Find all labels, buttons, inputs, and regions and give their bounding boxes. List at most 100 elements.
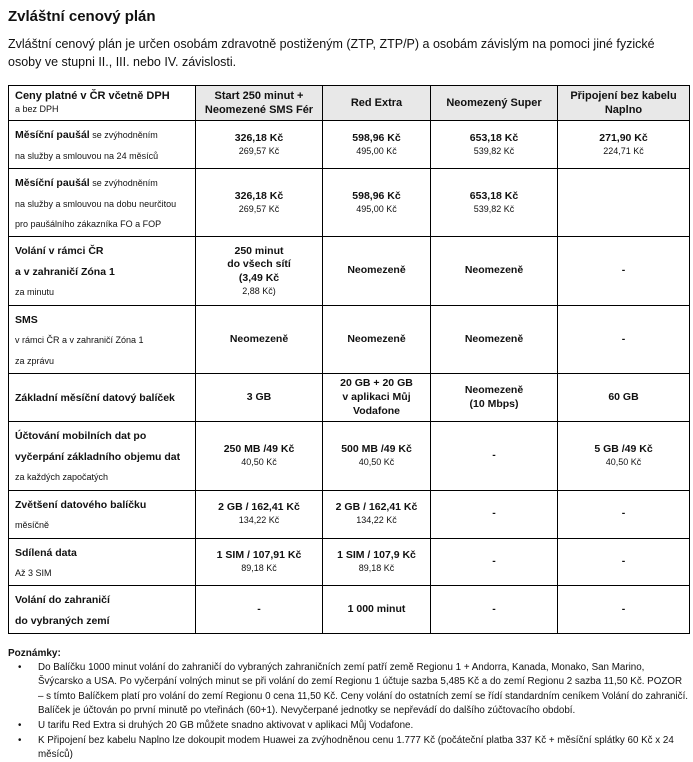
cell-line: - xyxy=(492,555,496,568)
cell-line: 1 000 minut xyxy=(347,603,406,616)
cell-line: 224,71 Kč xyxy=(603,145,644,156)
row-value-cell: Neomezeně xyxy=(322,236,431,306)
corner-header-subtitle: a bez DPH xyxy=(15,103,59,114)
cell-line: 653,18 Kč xyxy=(469,131,519,144)
table-row: Základní měsíční datový balíček 3 GB 20 GB… xyxy=(8,373,690,423)
cell-line: 5 GB /49 Kč xyxy=(594,443,653,456)
table-row: Měsíční paušál se zvýhodněním na služby a… xyxy=(8,120,690,170)
cell-line: 2,88 Kč) xyxy=(242,285,276,296)
row-value-cell: 20 GB + 20 GB v aplikaci Můj Vodafone xyxy=(322,373,431,423)
row-label-line: v rámci ČR a v zahraničí Zóna 1 xyxy=(15,335,144,346)
row-value-cell: - xyxy=(557,585,690,635)
cell-line: 3 GB xyxy=(246,390,272,403)
cell-line: - xyxy=(621,332,626,345)
plan-table-body: Měsíční paušál se zvýhodněním na služby a… xyxy=(8,120,690,635)
cell-line: Neomezeně xyxy=(464,264,524,277)
row-value-cell: 598,96 Kč 495,00 Kč xyxy=(322,120,431,170)
row-value-cell: 2 GB / 162,41 Kč 134,22 Kč xyxy=(322,489,431,539)
row-label: Účtování mobilních dat po vyčerpání zákla… xyxy=(8,421,196,491)
row-label-line: vyčerpání základního objemu dat xyxy=(15,450,181,463)
row-value-cell: 250 MB /49 Kč 40,50 Kč xyxy=(195,421,323,491)
row-value-cell: 326,18 Kč 269,57 Kč xyxy=(195,120,323,170)
cell-line: 271,90 Kč xyxy=(599,131,648,144)
table-row: Účtování mobilních dat po vyčerpání zákla… xyxy=(8,421,690,491)
row-value-cell: 500 MB /49 Kč 40,50 Kč xyxy=(322,421,431,491)
row-label-line: Základní měsíční datový balíček xyxy=(15,392,175,405)
row-label-line: za minutu xyxy=(15,287,55,298)
cell-line: 60 GB xyxy=(608,390,639,403)
row-label: Měsíční paušál se zvýhodněním na služby a… xyxy=(8,120,196,170)
cell-line: - xyxy=(492,449,496,462)
row-value-cell: 653,18 Kč 539,82 Kč xyxy=(430,120,558,170)
cell-line: 134,22 Kč xyxy=(238,515,280,526)
cell-line: 539,82 Kč xyxy=(473,203,515,214)
row-label: Sdílená data Až 3 SIM xyxy=(8,537,196,587)
cell-line: 539,82 Kč xyxy=(473,145,515,156)
row-label-line: Sdílená data xyxy=(15,546,77,559)
row-value-cell: 60 GB xyxy=(557,373,690,423)
row-value-cell: 598,96 Kč 495,00 Kč xyxy=(322,168,431,238)
cell-line: - xyxy=(621,264,626,277)
notes-list: Do Balíčku 1000 minut volání do zahranič… xyxy=(8,661,689,762)
cell-line: 653,18 Kč xyxy=(469,190,519,203)
note-item: U tarifu Red Extra si druhých 20 GB může… xyxy=(8,719,689,733)
cell-line: 1 SIM / 107,9 Kč xyxy=(337,549,416,562)
row-label-line: Až 3 SIM xyxy=(15,567,52,578)
row-value-cell: Neomezeně xyxy=(195,304,323,375)
row-label: Zvětšení datového balíčku měsíčně xyxy=(8,489,196,539)
cell-line: 1 SIM / 107,91 Kč xyxy=(216,549,302,562)
row-label: SMS v rámci ČR a v zahraničí Zóna 1 za zpr… xyxy=(8,304,196,375)
notes-section: Poznámky: Do Balíčku 1000 minut volání d… xyxy=(8,648,689,762)
cell-line: 20 GB + 20 GB xyxy=(340,377,413,390)
notes-heading: Poznámky: xyxy=(8,648,61,660)
cell-line: 89,18 Kč xyxy=(358,562,395,573)
cell-line: 40,50 Kč xyxy=(241,456,277,467)
cell-line: 40,50 Kč xyxy=(358,456,395,467)
row-value-cell: 2 GB / 162,41 Kč 134,22 Kč xyxy=(195,489,323,539)
cell-line: (3,49 Kč xyxy=(238,272,280,285)
row-label-line: Měsíční paušál se zvýhodněním xyxy=(15,129,158,142)
cell-line: - xyxy=(621,603,626,616)
row-value-cell: 250 minut do všech sítí (3,49 Kč 2,88 Kč) xyxy=(195,236,323,306)
row-value-cell: Neomezeně xyxy=(430,236,558,306)
plan-header-start-250: Start 250 minut + Neomezené SMS Fér xyxy=(195,84,323,122)
cell-line: 40,50 Kč xyxy=(605,456,642,467)
cell-line: 326,18 Kč xyxy=(234,190,284,203)
header-row: Ceny platné v ČR včetně DPH a bez DPH St… xyxy=(8,84,690,122)
cell-line: Neomezeně xyxy=(464,332,524,345)
cell-line: 598,96 Kč xyxy=(352,190,401,203)
row-label: Volání do zahraničí do vybraných zemí xyxy=(8,585,196,635)
cell-line: Neomezeně xyxy=(464,384,524,397)
pricing-table: Ceny platné v ČR včetně DPH a bez DPH St… xyxy=(8,84,690,635)
row-label-line: SMS xyxy=(15,313,38,326)
cell-line: v aplikaci Můj xyxy=(342,390,411,403)
intro-paragraph: Zvláštní cenový plán je určen osobám zdr… xyxy=(8,37,655,69)
cell-line: - xyxy=(621,507,626,520)
row-value-cell: Neomezeně (10 Mbps) xyxy=(430,373,558,423)
row-label-line: Volání do zahraničí xyxy=(15,594,110,607)
row-value-cell xyxy=(557,168,690,238)
cell-line: do všech sítí xyxy=(227,258,291,271)
cell-line: - xyxy=(257,603,261,616)
row-value-cell: 653,18 Kč 539,82 Kč xyxy=(430,168,558,238)
cell-line: 250 minut xyxy=(234,244,284,257)
row-label: Volání v rámci ČR a v zahraničí Zóna 1 za … xyxy=(8,236,196,306)
cell-line: Vodafone xyxy=(352,404,401,417)
row-value-cell: Neomezeně xyxy=(322,304,431,375)
cell-line: Neomezeně xyxy=(347,332,406,345)
cell-line: - xyxy=(621,555,626,568)
row-value-cell: - xyxy=(557,489,690,539)
cell-line: (10 Mbps) xyxy=(469,397,519,410)
cell-line: 495,00 Kč xyxy=(356,203,397,214)
row-value-cell: 5 GB /49 Kč 40,50 Kč xyxy=(557,421,690,491)
row-value-cell: 271,90 Kč 224,71 Kč xyxy=(557,120,690,170)
note-item: Do Balíčku 1000 minut volání do zahranič… xyxy=(8,661,689,717)
plan-header-pripojeni-bez-kabelu: Připojení bez kabelu Naplno xyxy=(557,84,690,122)
row-value-cell: - xyxy=(557,537,690,587)
corner-header-cell: Ceny platné v ČR včetně DPH a bez DPH xyxy=(8,84,196,122)
row-label-line: Účtování mobilních dat po xyxy=(15,430,147,443)
row-label: Základní měsíční datový balíček xyxy=(8,373,196,423)
cell-line: 2 GB / 162,41 Kč xyxy=(335,501,418,514)
cell-line: Neomezeně xyxy=(229,332,289,345)
